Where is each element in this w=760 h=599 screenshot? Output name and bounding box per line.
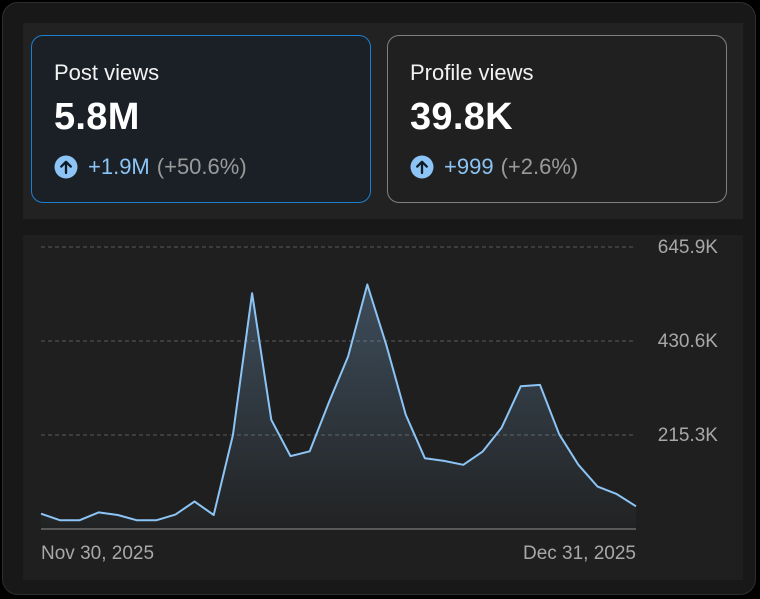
delta-value: +1.9M xyxy=(88,154,150,179)
y-tick-label: 430.6K xyxy=(658,331,719,352)
delta-percent: (+50.6%) xyxy=(156,154,247,179)
delta-value: +999 xyxy=(444,154,494,179)
card-value: 5.8M xyxy=(54,96,140,138)
delta-percent: (+2.6%) xyxy=(500,154,579,179)
post-views-card[interactable]: Post views 5.8M +1.9M (+50.6%) xyxy=(31,35,371,203)
card-change: +1.9M (+50.6%) xyxy=(54,154,247,180)
card-value: 39.8K xyxy=(410,96,513,138)
x-tick-label: Dec 31, 2025 xyxy=(523,543,636,564)
card-title: Profile views xyxy=(410,60,534,85)
chart-panel: 215.3K 430.6K 645.9K Nov 30, 2025 Dec 31, 20… xyxy=(23,235,743,580)
series-line xyxy=(40,283,637,522)
metric-cards: Post views 5.8M +1.9M (+50.6%) Profile v… xyxy=(23,23,743,219)
card-change: +999 (+2.6%) xyxy=(410,154,578,180)
x-tick-label: Nov 30, 2025 xyxy=(41,543,154,564)
profile-views-card[interactable]: Profile views 39.8K +999 (+2.6%) xyxy=(387,35,727,203)
y-tick-label: 215.3K xyxy=(658,425,719,446)
views-chart[interactable]: 215.3K 430.6K 645.9K Nov 30, 2025 Dec 31, 20… xyxy=(23,235,743,580)
y-tick-label: 645.9K xyxy=(658,237,719,258)
arrow-up-circle-icon xyxy=(54,155,78,179)
area-fill xyxy=(41,284,636,529)
card-title: Post views xyxy=(54,60,160,85)
arrow-up-circle-icon xyxy=(410,155,434,179)
